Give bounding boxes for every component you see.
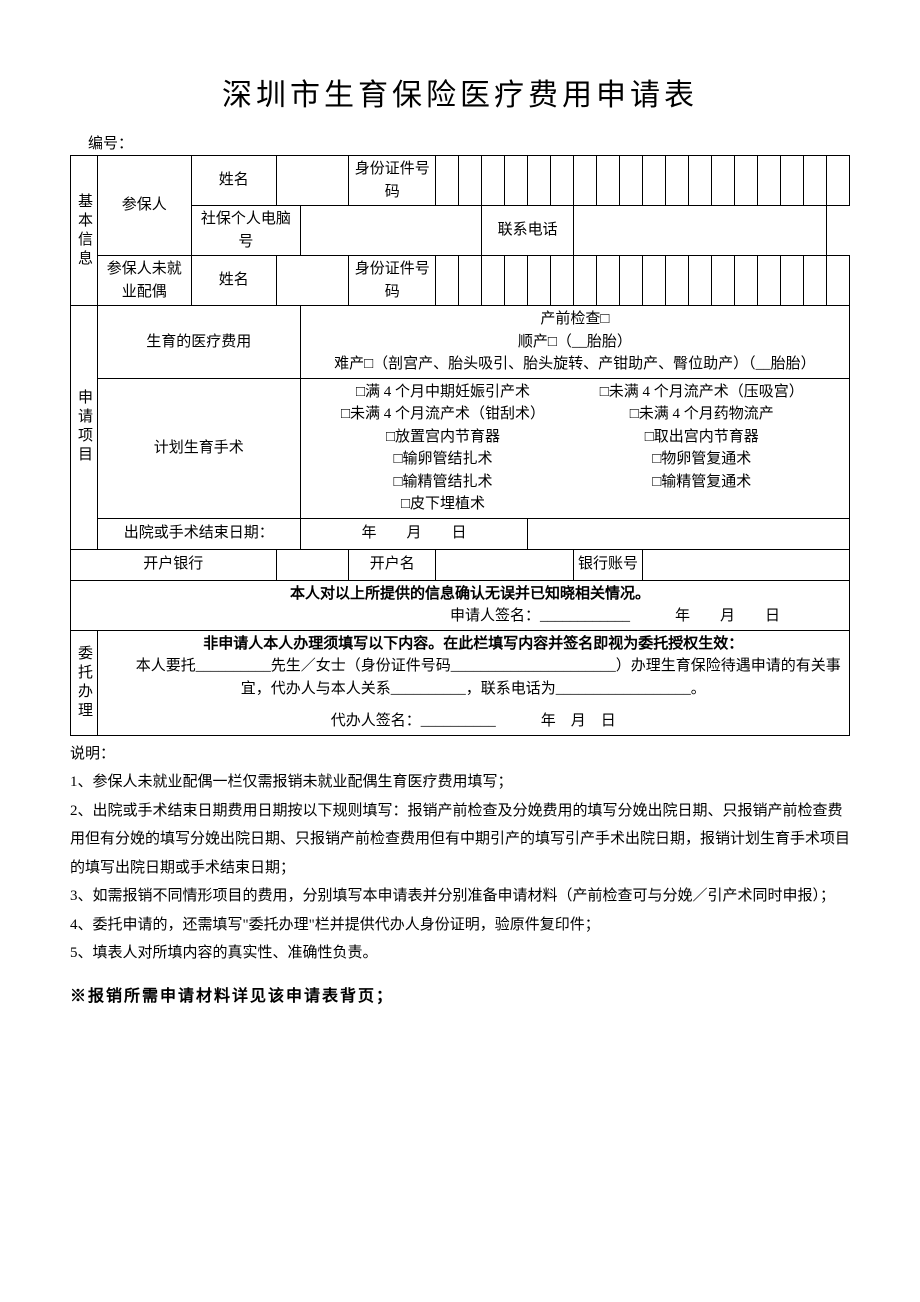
bank-open-input[interactable] [276,549,349,580]
id-cell[interactable] [780,256,803,306]
id-cell[interactable] [665,256,688,306]
note-item: 3、如需报销不同情形项目的费用，分别填写本申请表并分别准备申请材料（产前检查可与… [70,882,850,911]
id-cell[interactable] [734,156,757,206]
insured-label: 参保人 [97,156,191,256]
id-cell[interactable] [826,156,849,206]
account-no-input[interactable] [643,549,850,580]
id-cell[interactable] [528,256,551,306]
id-cell[interactable] [803,256,826,306]
id-cell[interactable] [505,256,528,306]
check-item: □满 4 个月中期妊娠引产术 [318,381,568,404]
id-cell[interactable] [436,256,459,306]
id-cell[interactable] [711,256,734,306]
id-cell[interactable] [620,156,643,206]
med-opt-1: 产前检查□ [303,308,847,331]
id-cell[interactable] [597,256,620,306]
discharge-label: 出院或手术结束日期： [97,518,300,549]
spouse-label: 参保人未就业配偶 [97,256,191,306]
med-opt-3: 难产□（剖宫产、胎头吸引、胎头旋转、产钳助产、臀位助产）（__胎胎） [303,353,847,376]
ssn-input[interactable] [300,206,481,256]
id-cell[interactable] [665,156,688,206]
id-cell[interactable] [551,156,574,206]
bank-open-label: 开户银行 [71,549,277,580]
ssn-label: 社保个人电脑号 [191,206,300,256]
id-cell[interactable] [551,256,574,306]
surgery-options[interactable]: □满 4 个月中期妊娠引产术 □未满 4 个月流产术（钳刮术） □放置宫内节育器… [300,378,849,518]
id-cell[interactable] [482,256,505,306]
check-item: □输精管结扎术 [318,471,568,494]
section-label-entrust: 委托办理 [71,630,98,735]
check-item: □未满 4 个月流产术（钳刮术） [318,403,568,426]
id-cell[interactable] [826,256,849,306]
applicant-sign[interactable]: 申请人签名：____________ 年 月 日 [73,605,847,628]
id-cell[interactable] [803,156,826,206]
phone-label: 联系电话 [482,206,574,256]
id-cell[interactable] [757,156,780,206]
id-cell[interactable] [688,256,711,306]
id-cell[interactable] [574,156,597,206]
check-item: □物卵管复通术 [572,448,832,471]
med-opt-2: 顺产□（__胎胎） [303,331,847,354]
note-item: 1、参保人未就业配偶一栏仅需报销未就业配偶生育医疗费用填写； [70,768,850,797]
notes-block: 说明： 1、参保人未就业配偶一栏仅需报销未就业配偶生育医疗费用填写； 2、出院或… [70,740,850,968]
entrust-body: 本人要托__________先生／女士（身份证件号码______________… [100,655,847,700]
id-cell[interactable] [780,156,803,206]
id-cell[interactable] [459,156,482,206]
account-name-label: 开户名 [349,549,436,580]
declare-text: 本人对以上所提供的信息确认无误并已知晓相关情况。 [73,583,847,606]
check-item: □放置宫内节育器 [318,426,568,449]
section-label-basic: 基本信息 [71,156,98,306]
entrust-block[interactable]: 非申请人本人办理须填写以下内容。在此栏填写内容并签名即视为委托授权生效： 本人要… [97,630,849,735]
discharge-blank [528,518,850,549]
id-cell[interactable] [688,156,711,206]
name-input[interactable] [276,156,349,206]
spouse-name-label: 姓名 [191,256,276,306]
id-cell[interactable] [757,256,780,306]
check-item: □未满 4 个月流产术（压吸宫） [572,381,832,404]
note-item: 2、出院或手术结束日期费用日期按以下规则填写：报销产前检查及分娩费用的填写分娩出… [70,797,850,883]
id-cell[interactable] [574,256,597,306]
idcard-label: 身份证件号码 [349,156,436,206]
id-cell[interactable] [711,156,734,206]
id-cell[interactable] [643,156,666,206]
check-item: □输精管复通术 [572,471,832,494]
declaration-block: 本人对以上所提供的信息确认无误并已知晓相关情况。 申请人签名：_________… [71,580,850,630]
spouse-idcard-label: 身份证件号码 [349,256,436,306]
entrust-header: 非申请人本人办理须填写以下内容。在此栏填写内容并签名即视为委托授权生效： [100,633,847,656]
account-no-label: 银行账号 [574,549,643,580]
check-item: □未满 4 个月药物流产 [572,403,832,426]
application-form-table: 基本信息 参保人 姓名 身份证件号码 社保个人电脑号 联系电话 参保人未就业配偶… [70,155,850,736]
medical-options[interactable]: 产前检查□ 顺产□（__胎胎） 难产□（剖宫产、胎头吸引、胎头旋转、产钳助产、臀… [300,306,849,379]
check-item: □输卵管结扎术 [318,448,568,471]
id-cell[interactable] [505,156,528,206]
account-name-input[interactable] [436,549,574,580]
name-label: 姓名 [191,156,276,206]
id-cell[interactable] [597,156,620,206]
id-cell[interactable] [459,256,482,306]
check-item: □皮下埋植术 [318,493,568,516]
note-item: 5、填表人对所填内容的真实性、准确性负责。 [70,939,850,968]
medical-label: 生育的医疗费用 [97,306,300,379]
spouse-name-input[interactable] [276,256,349,306]
surgery-label: 计划生育手术 [97,378,300,518]
page-container: 深圳市生育保险医疗费用申请表 编号： 基本信息 参保人 姓名 身份证件号码 [0,0,920,1302]
id-cell[interactable] [643,256,666,306]
id-cell[interactable] [436,156,459,206]
id-cell[interactable] [528,156,551,206]
footnote: ※报销所需申请材料详见该申请表背页； [70,982,850,1006]
section-label-apply: 申请项目 [71,306,98,550]
phone-input[interactable] [574,206,827,256]
serial-number-label: 编号： [70,132,850,153]
page-title: 深圳市生育保险医疗费用申请表 [70,70,850,114]
entrust-sign: 代办人签名：__________ 年 月 日 [100,710,847,733]
id-cell[interactable] [734,256,757,306]
discharge-date[interactable]: 年 月 日 [300,518,527,549]
notes-label: 说明： [70,740,850,769]
note-item: 4、委托申请的，还需填写"委托办理"栏并提供代办人身份证明，验原件复印件； [70,911,850,940]
id-cell[interactable] [482,156,505,206]
check-item: □取出宫内节育器 [572,426,832,449]
id-cell[interactable] [620,256,643,306]
